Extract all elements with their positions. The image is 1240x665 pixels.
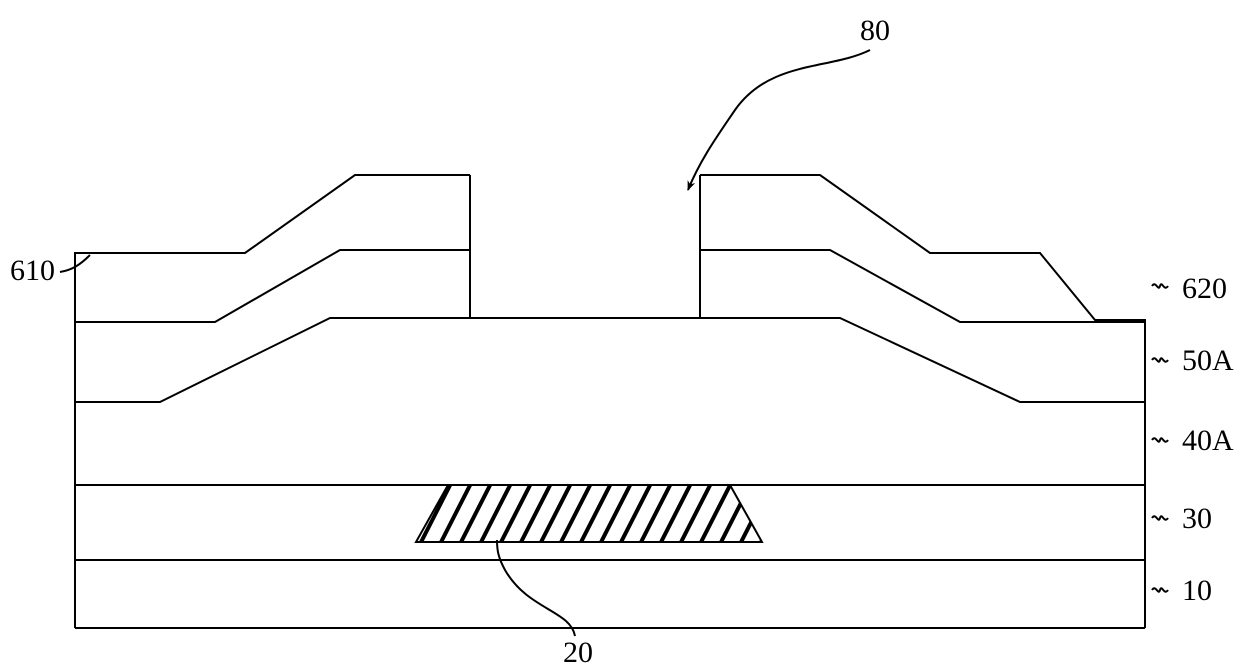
lbl-50A: 50A (1182, 344, 1234, 377)
lbl-610: 610 (10, 254, 55, 287)
lbl-10: 10 (1182, 574, 1212, 607)
lbl-20-leader (497, 540, 575, 636)
lbl-20: 20 (563, 636, 593, 665)
lbl-10-leader (1152, 588, 1168, 591)
lbl-30: 30 (1182, 502, 1212, 535)
layer-40A-left-profile (75, 318, 470, 485)
lbl-30-leader (1152, 516, 1168, 519)
lbl-40A-leader (1152, 438, 1168, 441)
lbl-620-leader (1152, 284, 1168, 287)
layer-620-right-profile (700, 175, 1145, 322)
lbl-80-leader (688, 50, 870, 190)
layer-620-left-profile (75, 175, 470, 322)
layer-50A-left-profile (75, 250, 470, 402)
layer-20-hatch (316, 374, 947, 552)
lbl-40A: 40A (1182, 424, 1234, 457)
lbl-80: 80 (860, 14, 890, 47)
cross-section-diagram: 610 620 50A 40A 30 10 20 80 (0, 0, 1240, 665)
layer-40A-right-profile (700, 318, 1145, 485)
lbl-620: 620 (1182, 272, 1227, 305)
lbl-50A-leader (1152, 358, 1168, 361)
layer-50A-right-profile (700, 250, 1145, 402)
